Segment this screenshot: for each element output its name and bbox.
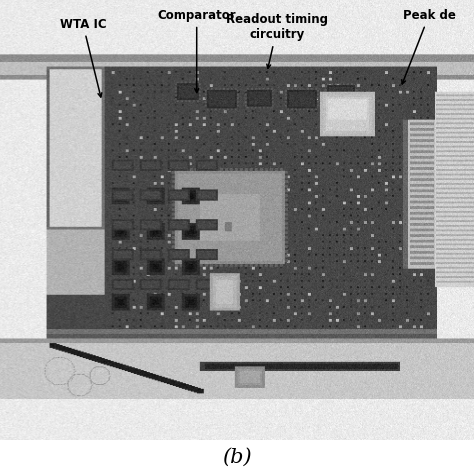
Text: Comparator: Comparator [157, 9, 236, 92]
Text: (b): (b) [222, 448, 252, 467]
Text: WTA IC: WTA IC [60, 18, 106, 97]
Text: Readout timing
circuitry: Readout timing circuitry [226, 13, 328, 68]
Text: Peak de: Peak de [402, 9, 456, 84]
